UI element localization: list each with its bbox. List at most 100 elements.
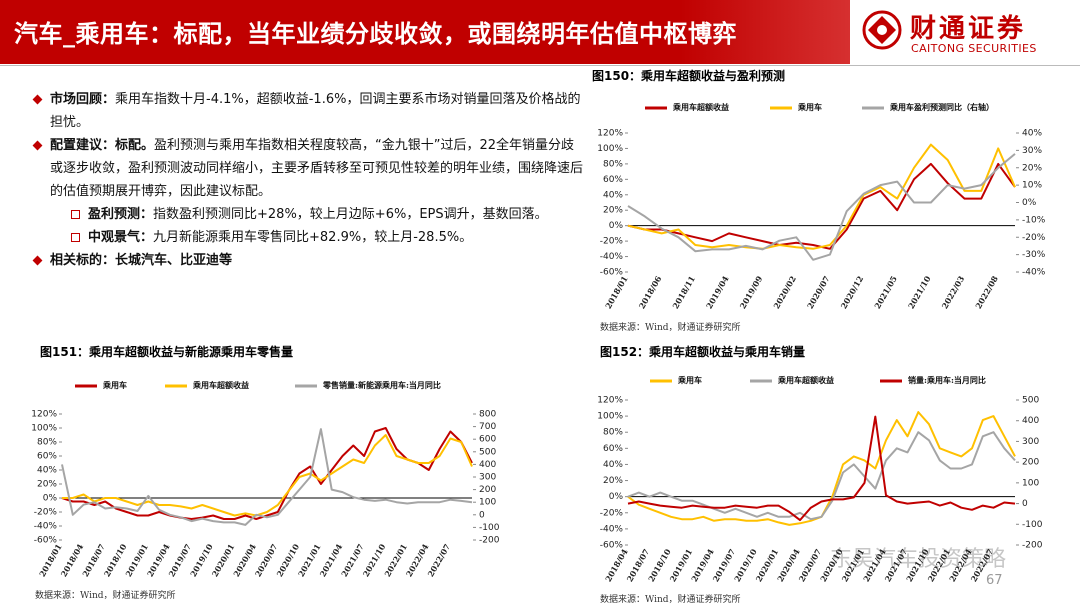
bullet-list: 市场回顾：乘用车指数十月-4.1%，超额收益-1.6%，回调主要系市场对销量回落… [30, 88, 586, 272]
series-line [627, 431, 1016, 521]
y-tick-label: -40% [600, 524, 624, 534]
y2-tick-label: 500 [1022, 396, 1039, 406]
y2-tick-label: 0% [1022, 198, 1037, 208]
y-tick-label: 80% [603, 428, 623, 438]
x-tick-label: 2018/11 [670, 274, 697, 310]
legend-label: 乘用车 [677, 375, 702, 385]
series-line [62, 434, 473, 517]
header-bar [0, 0, 850, 64]
series-line [627, 153, 1016, 261]
y-tick-label: -40% [600, 252, 624, 262]
y2-tick-label: 0 [479, 510, 485, 520]
series-line [627, 415, 1016, 522]
page-number: 67 [986, 573, 1003, 588]
y2-tick-label: 300 [479, 473, 496, 483]
legend-label: 乘用车超额收益 [672, 102, 729, 112]
y2-tick-label: 100 [1022, 478, 1039, 488]
y-tick-label: 120% [31, 410, 57, 420]
bullet-label: 相关标的：长城汽车、比亚迪等 [50, 253, 233, 268]
y2-tick-label: 400 [1022, 416, 1039, 426]
logo-subtext: CAITONG SECURITIES [911, 42, 1037, 55]
y2-tick-label: 200 [1022, 458, 1039, 468]
y-tick-label: -40% [34, 522, 58, 532]
y-tick-label: -20% [600, 237, 624, 247]
bullet: 配置建议：标配。盈利预测与乘用车指数相关程度较高，“金九银十”过后，22全年销量… [30, 134, 586, 203]
y-tick-label: 120% [597, 396, 623, 406]
y-tick-label: 100% [31, 424, 57, 434]
x-tick-label: 2022/03 [939, 274, 966, 311]
y2-tick-label: -200 [479, 536, 500, 546]
bullet-text: 盈利预测与乘用车指数相关程度较高，“金九银十”过后，22全年销量分歧或逐步收敛，… [50, 138, 584, 199]
y2-tick-label: -200 [1022, 541, 1043, 551]
y-tick-label: 120% [597, 129, 623, 139]
y2-tick-label: 20% [1022, 163, 1042, 173]
y2-tick-label: 700 [479, 422, 496, 432]
x-tick-label: 2018/06 [637, 274, 664, 311]
chart-source: 数据来源：Wind，财通证券研究所 [600, 321, 741, 333]
logo-icon [862, 10, 902, 50]
x-tick-label: 2021/05 [872, 274, 899, 310]
legend-label: 乘用车 [102, 380, 127, 390]
y-tick-label: 20% [603, 206, 623, 216]
y-tick-label: 100% [597, 412, 623, 422]
y2-tick-label: -30% [1022, 250, 1046, 260]
y2-tick-label: 400 [479, 460, 496, 470]
series-line [61, 427, 473, 520]
y2-tick-label: -10% [1022, 215, 1046, 225]
y2-tick-label: 500 [479, 447, 496, 457]
y-tick-label: 80% [37, 438, 57, 448]
y-tick-label: 0% [609, 492, 624, 502]
y2-tick-label: 800 [479, 410, 496, 420]
y-tick-label: 0% [609, 221, 624, 231]
legend-label: 乘用车超额收益 [192, 380, 249, 390]
legend-label: 乘用车超额收益 [777, 375, 834, 385]
sub-bullet: 盈利预测：指数盈利预测同比+28%，较上月边际+6%，EPS调升，基数回落。 [30, 203, 586, 226]
y2-tick-label: 40% [1022, 129, 1042, 139]
legend-label: 零售销量:新能源乘用车:当月同比 [322, 380, 441, 390]
legend-label: 乘用车 [797, 102, 822, 112]
y-tick-label: 60% [603, 175, 623, 185]
y-tick-label: -60% [34, 536, 58, 546]
x-tick-label: 2020/02 [771, 274, 798, 310]
y-tick-label: -60% [600, 541, 624, 551]
series-line [627, 143, 1016, 250]
y-tick-label: 60% [37, 452, 57, 462]
y-tick-label: 100% [597, 144, 623, 154]
y-tick-label: 20% [37, 480, 57, 490]
y2-tick-label: 30% [1022, 146, 1042, 156]
watermark: 东吴汽车投资策略 [830, 547, 1006, 572]
x-tick-label: 2019/09 [738, 274, 765, 311]
y-tick-label: 40% [603, 190, 623, 200]
bullet-label: 配置建议：标配。 [50, 138, 155, 153]
bullet-text: 乘用车指数十月-4.1%，超额收益-1.6%，回调主要系市场对销量回落及价格战的… [50, 92, 581, 130]
y2-tick-label: -100 [1022, 520, 1043, 530]
y2-tick-label: 300 [1022, 437, 1039, 447]
bullet-label: 盈利预测： [88, 207, 154, 222]
chart-source: 数据来源：Wind，财通证券研究所 [35, 589, 176, 601]
y2-tick-label: 10% [1022, 181, 1042, 191]
chart-title: 图152：乘用车超额收益与乘用车销量 [600, 344, 805, 359]
y2-tick-label: -100 [479, 523, 500, 533]
y-tick-label: 80% [603, 159, 623, 169]
chart-title: 图151：乘用车超额收益与新能源乘用车零售量 [40, 344, 293, 359]
x-tick-label: 2022/08 [973, 274, 1000, 311]
x-tick-label: 2020/07 [805, 274, 832, 310]
header-title: 汽车_乘用车：标配，当年业绩分歧收敛，或围绕明年估值中枢博弈 [14, 20, 737, 48]
bullet: 相关标的：长城汽车、比亚迪等 [30, 249, 586, 272]
y2-tick-label: -40% [1022, 268, 1046, 278]
x-tick-label: 2021/10 [906, 274, 933, 311]
x-tick-label: 2019/04 [704, 274, 731, 311]
y-tick-label: 60% [603, 444, 623, 454]
y-tick-label: 20% [603, 476, 623, 486]
header-rule [0, 65, 1080, 66]
y-tick-label: 0% [43, 494, 58, 504]
legend-label: 销量:乘用车:当月同比 [908, 375, 986, 385]
y2-tick-label: 200 [479, 485, 496, 495]
y2-tick-label: 0 [1022, 499, 1028, 509]
y2-tick-label: 600 [479, 435, 496, 445]
x-tick-label: 2018/01 [603, 274, 630, 310]
y2-tick-label: 100 [479, 498, 496, 508]
y2-tick-label: -20% [1022, 233, 1046, 243]
